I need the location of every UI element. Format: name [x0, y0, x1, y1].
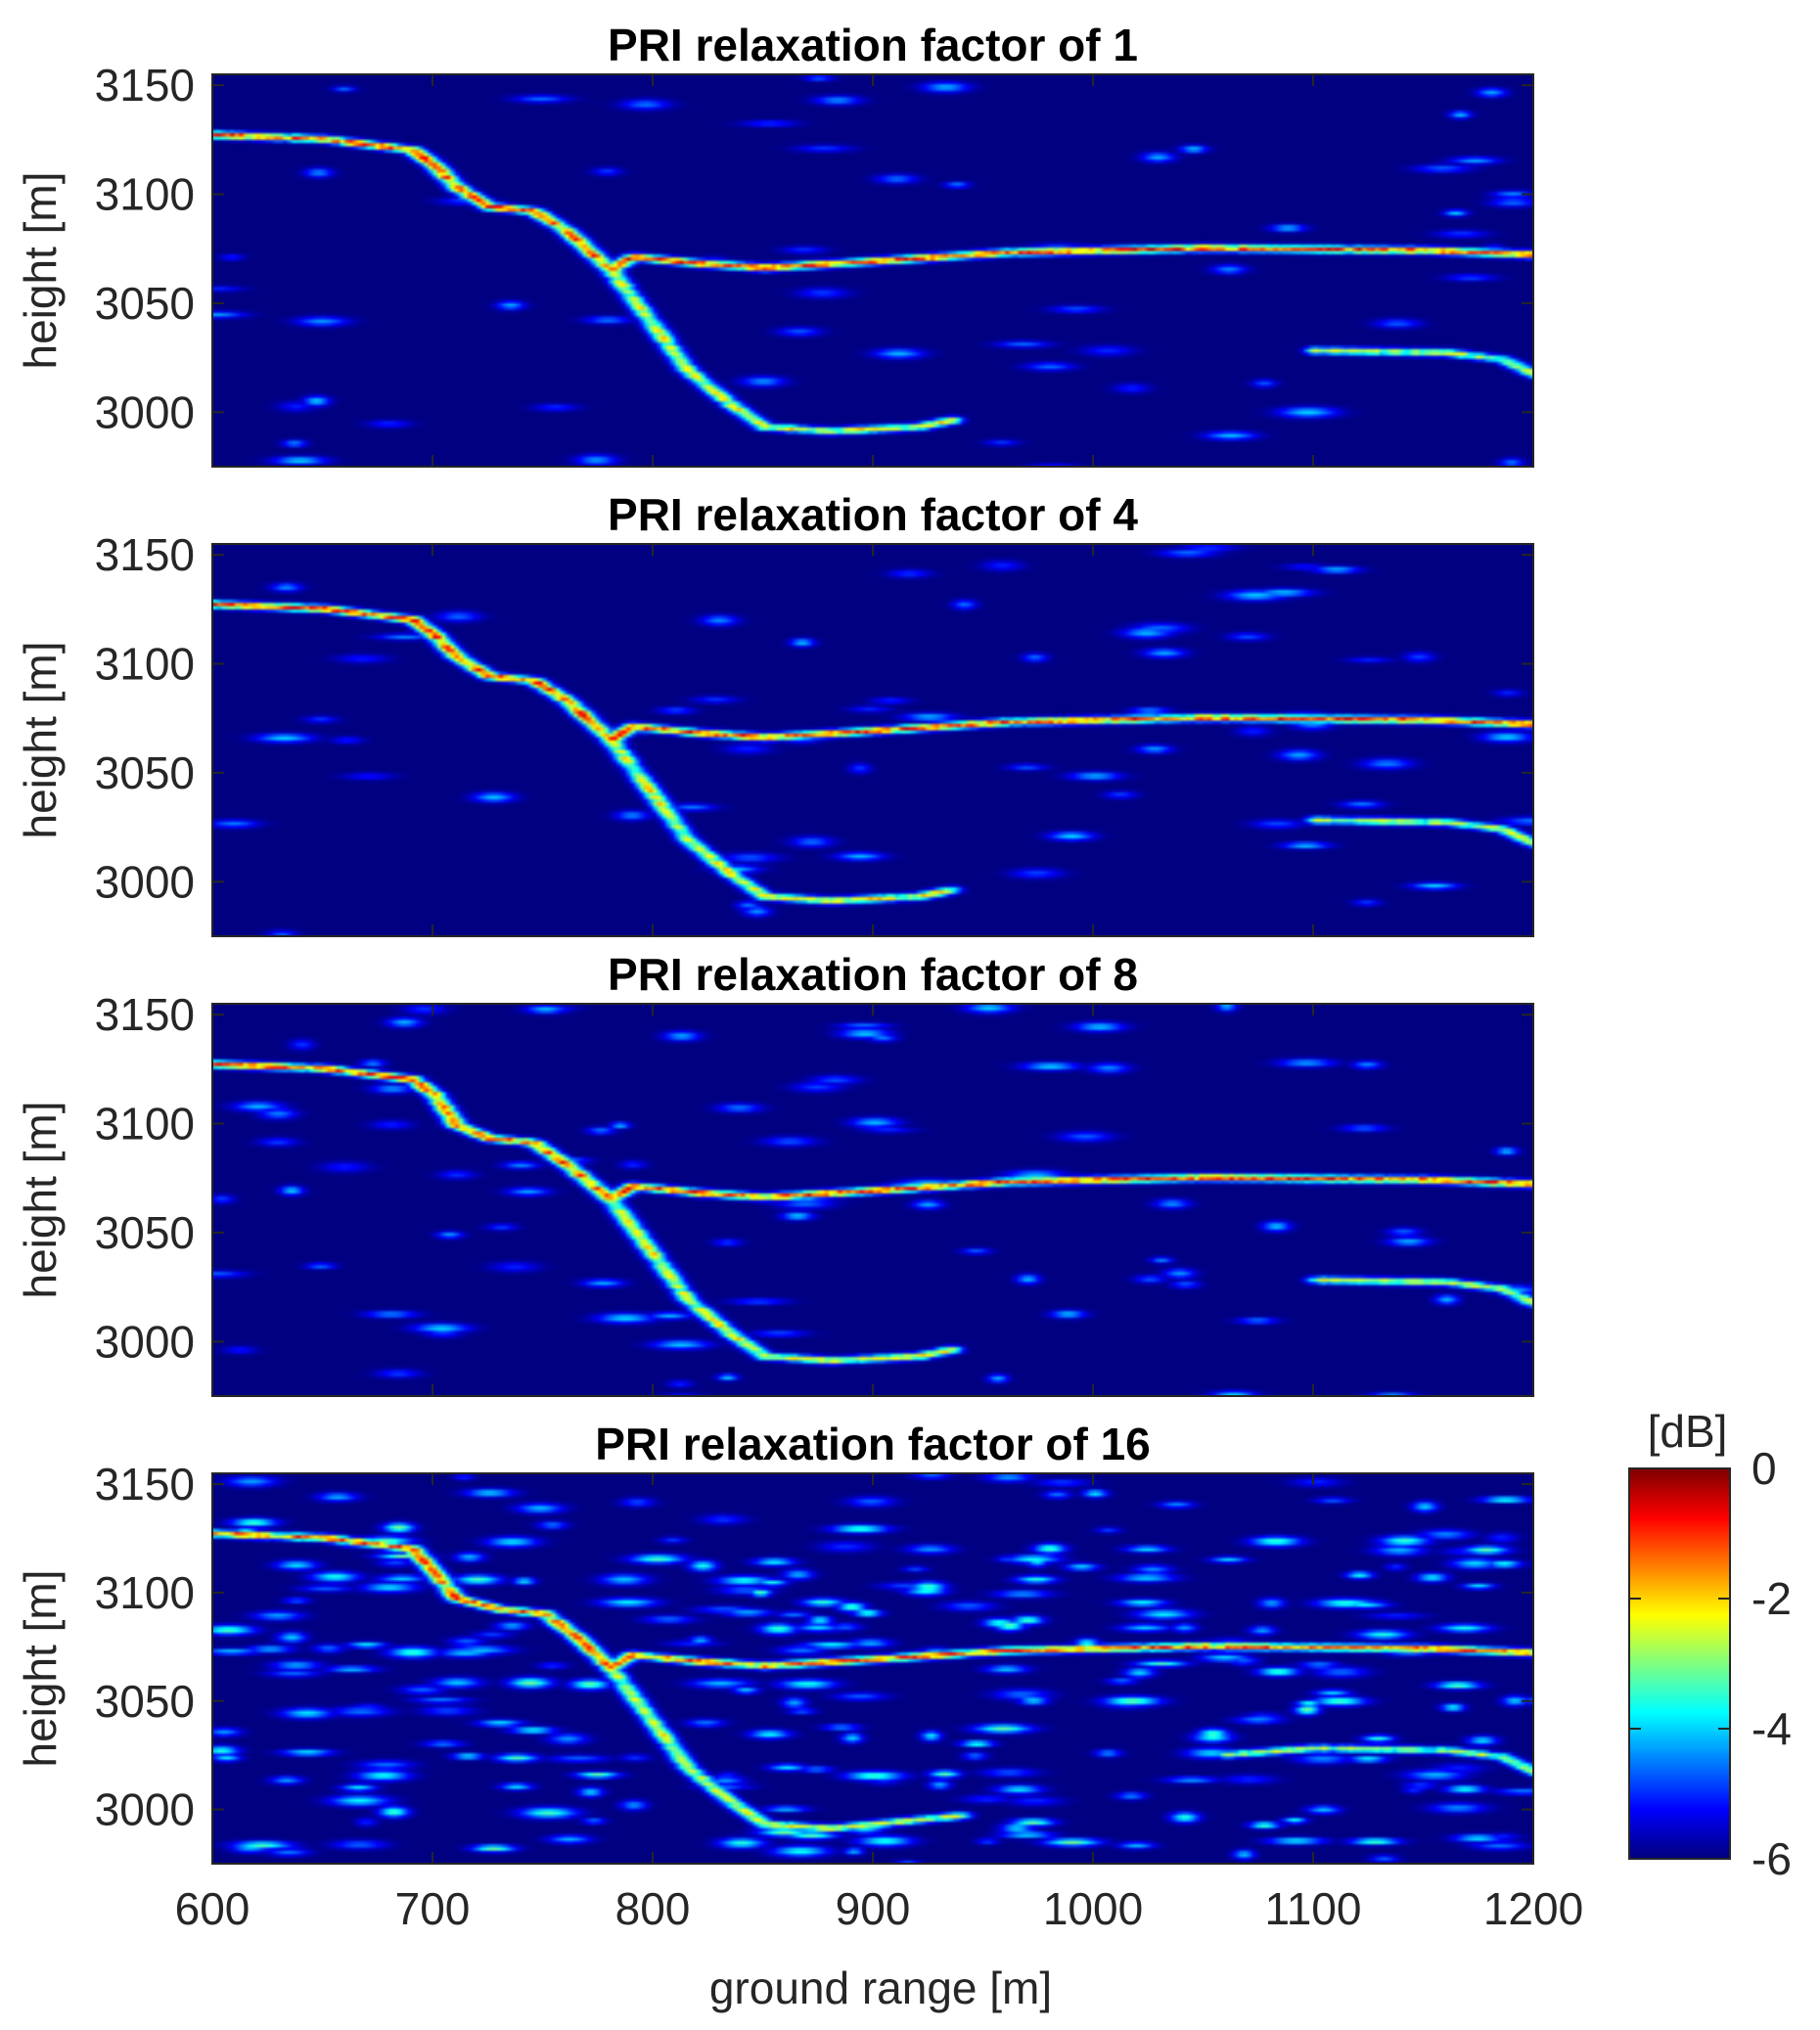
colorbar-tick-label: 0	[1752, 1443, 1777, 1494]
panel-4: PRI relaxation factor of 16 3000 3050 3100 3…	[15, 1419, 1583, 1934]
y-axis-label: height [m]	[15, 642, 66, 839]
colorbar-gradient	[1629, 1468, 1730, 1859]
y-tick-label: 3150	[95, 1459, 195, 1510]
y-tick-label: 3000	[95, 386, 195, 437]
y-tick-label: 3150	[95, 989, 195, 1040]
panel-2: PRI relaxation factor of 4 3000 3050 3100 31…	[15, 489, 1534, 937]
heatmap-image	[212, 1473, 1533, 1864]
x-tick-label: 700	[395, 1883, 471, 1934]
colorbar-tick-label: -2	[1752, 1573, 1792, 1624]
y-tick-label: 3000	[95, 856, 195, 907]
y-tick-label: 3050	[95, 1207, 195, 1258]
heatmap-image	[212, 1004, 1533, 1396]
x-tick-label: 900	[836, 1883, 911, 1934]
y-tick-label: 3000	[95, 1316, 195, 1367]
x-tick-label: 1200	[1483, 1883, 1583, 1934]
panel-title: PRI relaxation factor of 8	[608, 949, 1138, 1000]
colorbar-tick-label: -4	[1752, 1703, 1792, 1754]
heatmap-image	[212, 74, 1533, 467]
x-axis-label: ground range [m]	[709, 1962, 1052, 2013]
x-tick-label: 600	[175, 1883, 250, 1934]
colorbar-frame	[1628, 1467, 1731, 1860]
y-axis-label: height [m]	[15, 1570, 66, 1768]
panel-title: PRI relaxation factor of 4	[608, 489, 1138, 540]
panel-title: PRI relaxation factor of 1	[608, 20, 1138, 70]
colorbar-tick-label: -6	[1752, 1833, 1792, 1884]
y-tick-label: 3100	[95, 639, 195, 690]
x-tick-label: 1100	[1265, 1883, 1362, 1934]
panel-1: PRI relaxation factor of 1 3000 3050 3100 31…	[15, 20, 1534, 468]
panel-3: PRI relaxation factor of 8 3000 3050 3100 31…	[15, 949, 1534, 1397]
y-tick-label: 3050	[95, 278, 195, 329]
y-tick-label: 3150	[95, 529, 195, 580]
y-tick-label: 3000	[95, 1784, 195, 1835]
y-tick-label: 3100	[95, 1099, 195, 1150]
y-axis-label: height [m]	[15, 1102, 66, 1299]
colorbar: 0 -2 -4 -6 [dB]	[1628, 1406, 1792, 1884]
y-tick-label: 3050	[95, 1676, 195, 1727]
y-tick-label: 3100	[95, 1567, 195, 1618]
heatmap-image	[212, 544, 1533, 936]
y-tick-label: 3050	[95, 747, 195, 798]
y-tick-label: 3150	[95, 60, 195, 111]
x-tick-label: 1000	[1043, 1883, 1143, 1934]
x-tick-label: 800	[615, 1883, 691, 1934]
colorbar-label: [dB]	[1648, 1406, 1728, 1457]
y-axis-label: height [m]	[15, 172, 66, 370]
panel-title: PRI relaxation factor of 16	[595, 1419, 1151, 1469]
y-tick-label: 3100	[95, 169, 195, 220]
